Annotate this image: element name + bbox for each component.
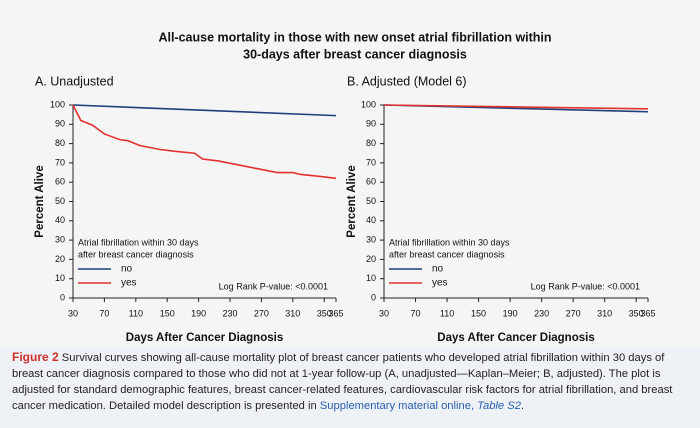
y-tick-label: 10	[55, 273, 65, 283]
legend-label: yes	[121, 278, 137, 289]
panel-title: B. Adjusted (Model 6)	[347, 74, 467, 88]
y-tick-label: 0	[371, 292, 376, 302]
legend-title: Atrial fibrillation within 30 days	[78, 237, 199, 247]
legend-label: yes	[432, 278, 448, 289]
x-tick-label: 365	[328, 308, 343, 318]
y-tick-label: 80	[55, 138, 65, 148]
y-tick-label: 70	[55, 157, 65, 167]
x-tick-label: 110	[440, 308, 454, 318]
x-tick-label: 30	[68, 308, 78, 318]
legend-title: Atrial fibrillation within 30 days	[389, 237, 510, 247]
x-tick-label: 190	[191, 308, 206, 318]
x-tick-label: 270	[566, 308, 581, 318]
x-tick-label: 310	[285, 308, 300, 318]
y-axis-label: Percent Alive	[346, 165, 358, 237]
caption-label: Figure 2	[12, 350, 59, 364]
caption-text: Figure 2 Survival curves showing all-cau…	[0, 347, 700, 414]
y-tick-label: 50	[55, 196, 65, 206]
x-tick-label: 350	[629, 308, 644, 318]
y-tick-label: 60	[366, 177, 376, 187]
x-tick-label: 350	[317, 308, 332, 318]
x-axis-label: Days After Cancer Diagnosis	[126, 332, 283, 344]
x-tick-label: 70	[99, 308, 109, 318]
y-tick-label: 40	[366, 215, 376, 225]
caption-link[interactable]: Table S2	[477, 400, 521, 412]
y-tick-label: 20	[366, 254, 376, 264]
y-tick-label: 30	[55, 234, 65, 244]
y-tick-label: 40	[55, 215, 65, 225]
legend-label: no	[432, 264, 444, 275]
caption: Figure 2 Survival curves showing all-cau…	[0, 347, 700, 428]
y-tick-label: 60	[55, 177, 65, 187]
y-tick-label: 70	[366, 157, 376, 167]
caption-body: Survival curves showing all-cause mortal…	[12, 352, 673, 412]
survival-line	[383, 104, 649, 110]
y-tick-label: 0	[60, 292, 65, 302]
x-tick-label: 150	[160, 308, 175, 318]
survival-line	[72, 104, 337, 180]
y-tick-label: 10	[366, 273, 376, 283]
y-tick-label: 100	[361, 99, 376, 109]
x-axis-label: Days After Cancer Diagnosis	[437, 332, 594, 344]
caption-end: .	[520, 400, 525, 412]
legend-title: after breast cancer diagnosis	[78, 249, 194, 259]
annotation: Log Rank P-value: <0.0001	[219, 281, 328, 291]
annotation: Log Rank P-value: <0.0001	[531, 281, 640, 291]
y-tick-label: 90	[366, 119, 376, 129]
legend-title: after breast cancer diagnosis	[389, 249, 505, 259]
figure-title: 30-days after breast cancer diagnosis	[243, 47, 467, 61]
y-tick-label: 50	[366, 196, 376, 206]
y-tick-label: 100	[50, 99, 65, 109]
x-tick-label: 30	[379, 308, 389, 318]
survival-line	[72, 104, 337, 117]
x-tick-label: 310	[597, 308, 612, 318]
x-tick-label: 270	[254, 308, 269, 318]
x-tick-label: 110	[129, 308, 143, 318]
caption-link[interactable]: Supplementary material online,	[319, 400, 475, 412]
charts: All-cause mortality in those with new on…	[34, 30, 655, 344]
x-tick-label: 150	[471, 308, 486, 318]
panel-title: A. Unadjusted	[35, 74, 114, 88]
x-tick-label: 230	[534, 308, 549, 318]
legend-label: no	[121, 264, 133, 275]
y-tick-label: 80	[366, 138, 376, 148]
x-tick-label: 365	[640, 308, 655, 318]
x-tick-label: 230	[222, 308, 237, 318]
x-tick-label: 190	[503, 308, 518, 318]
figure-title: All-cause mortality in those with new on…	[158, 30, 551, 44]
y-tick-label: 90	[55, 119, 65, 129]
x-tick-label: 70	[411, 308, 421, 318]
y-tick-label: 30	[366, 234, 376, 244]
y-axis-label: Percent Alive	[34, 165, 46, 237]
y-tick-label: 20	[55, 254, 65, 264]
